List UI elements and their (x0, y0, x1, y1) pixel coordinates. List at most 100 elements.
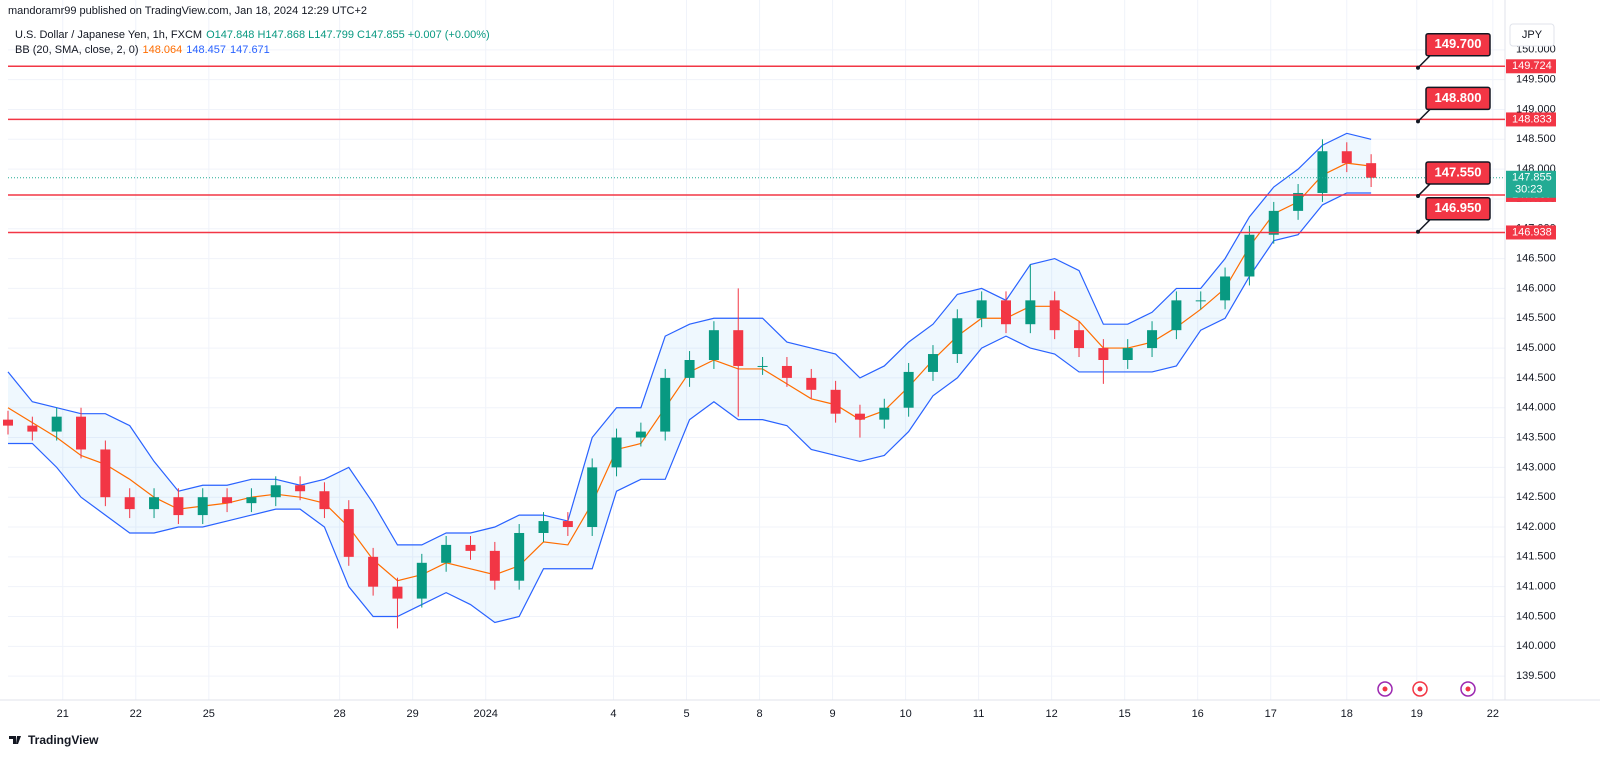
legend: U.S. Dollar / Japanese Yen, 1h, FXCM O14… (15, 29, 490, 41)
x-tick-label: 22 (1487, 708, 1499, 720)
candle-body (392, 586, 403, 599)
currency-box (1509, 23, 1555, 47)
footer: TradingView (28, 733, 99, 747)
indicator-values: 148.064 148.457 147.671 (143, 44, 270, 56)
ohlc-value: H147.868 (257, 29, 306, 41)
y-tick-label: 143.000 (1516, 461, 1556, 473)
x-tick-label: 22 (130, 708, 142, 720)
currency: JPY (1522, 29, 1543, 41)
candle-body (343, 509, 354, 557)
indicator-name: BB (20, SMA, close, 2, 0) (15, 44, 139, 56)
x-tick-label: 21 (57, 708, 69, 720)
x-tick-label: 4 (610, 708, 616, 720)
bollinger-line (7, 132, 1372, 546)
candle-body (100, 449, 111, 498)
callout-box (1425, 197, 1491, 221)
candle-body (660, 377, 671, 432)
candle-body (222, 497, 233, 504)
candle-body (514, 532, 525, 581)
bollinger-line (8, 192, 1372, 624)
y-tick-label: 146.000 (1516, 282, 1556, 294)
x-tick-label: 18 (1341, 708, 1353, 720)
x-tick-label: 8 (756, 708, 762, 720)
y-tick-label: 141.000 (1516, 581, 1556, 593)
callout-label: 148.800 (1435, 90, 1482, 105)
callout-connector (1417, 219, 1431, 233)
indicator-value: 147.671 (230, 44, 270, 56)
y-tick-label: 143.500 (1516, 431, 1556, 443)
x-tick-label: 2024 (473, 708, 497, 720)
candle-body (757, 365, 768, 367)
candle-body (27, 425, 38, 432)
x-tick-label: 10 (899, 708, 911, 720)
candle-body (635, 431, 646, 438)
callout-label: 146.950 (1435, 200, 1482, 215)
y-tick-label: 142.500 (1516, 491, 1556, 503)
callout-anchor (1416, 65, 1420, 70)
candle-body (1244, 234, 1255, 277)
candle-body (952, 318, 963, 355)
candle-body (1317, 151, 1328, 193)
candle-body (1220, 276, 1231, 301)
candle-body (587, 467, 598, 528)
x-tick-label: 16 (1192, 708, 1204, 720)
candle-body (149, 497, 160, 510)
candle-body (1293, 192, 1304, 211)
candle-body (197, 497, 208, 516)
y-tick-label: 139.500 (1516, 670, 1556, 682)
candle-body (976, 300, 987, 319)
callout-connector (1417, 108, 1431, 122)
y-tick-label: 149.500 (1516, 74, 1556, 86)
price-label-bg (1506, 225, 1556, 240)
callout-anchor (1416, 193, 1420, 198)
candle-body (927, 354, 938, 372)
candle-body (854, 413, 865, 420)
ohlc-value: +0.007 (+0.00%) (407, 29, 490, 41)
candle-body (270, 485, 281, 498)
candle-body (368, 556, 379, 587)
x-tick-label: 11 (973, 708, 984, 720)
candle-body (295, 485, 306, 492)
ohlc-value: L147.799 (308, 29, 355, 41)
candle-body (1074, 330, 1085, 349)
x-tick-label: 5 (683, 708, 689, 720)
ohlc-value: O147.848 (206, 29, 255, 41)
candle-body (611, 437, 622, 468)
candle-body (684, 360, 695, 378)
y-tick-label: 142.000 (1516, 521, 1556, 533)
candle-body (538, 521, 549, 533)
candle-body (489, 550, 500, 581)
candle-body (1341, 151, 1352, 164)
indicator-value: 148.064 (142, 44, 183, 56)
callout-box (1425, 86, 1491, 111)
price-label: 149.724 (1512, 60, 1552, 72)
y-tick-label: 145.500 (1516, 312, 1556, 324)
candle-body (319, 491, 330, 510)
x-tick-label: 19 (1411, 708, 1423, 720)
y-tick-label: 144.500 (1516, 372, 1556, 384)
x-tick-label: 29 (407, 708, 419, 720)
countdown: 30:23 (1515, 184, 1543, 196)
ohlc: O147.848 H147.868 L147.799 C147.855 +0.007 (… (206, 29, 490, 41)
callout-label: 147.550 (1435, 164, 1482, 179)
candle-body (806, 377, 817, 390)
candle-body (1171, 300, 1182, 331)
y-tick-label: 141.500 (1516, 551, 1556, 563)
callout-box (1425, 32, 1491, 57)
x-tick-label: 25 (203, 708, 215, 720)
candle-body (733, 330, 744, 366)
y-tick-label: 149.000 (1516, 103, 1556, 115)
published: mandoramr99 published on TradingView.com… (8, 5, 368, 17)
y-tick-label: 145.000 (1516, 342, 1556, 354)
candle-body (51, 416, 62, 432)
indicator-legend: BB (20, SMA, close, 2, 0) 148.064 148.457… (15, 44, 270, 56)
y-tick-label: 146.500 (1516, 253, 1556, 265)
x-tick-label: 17 (1265, 708, 1277, 720)
x-tick-label: 28 (334, 708, 346, 720)
candle-body (3, 419, 13, 426)
callout-anchor (1416, 229, 1420, 234)
candle-body (416, 562, 427, 599)
candle-body (781, 365, 792, 378)
x-tick-label: 9 (830, 708, 836, 720)
